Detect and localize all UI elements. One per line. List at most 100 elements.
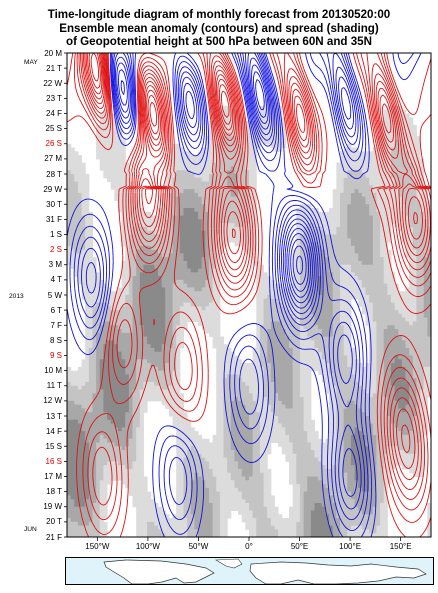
spread-shading-cell (223, 230, 228, 235)
spread-shading-cell (92, 298, 97, 304)
spread-shading-cell (143, 215, 148, 220)
spread-shading-cell (387, 272, 392, 277)
spread-shading-cell (70, 162, 75, 167)
spread-shading-cell (416, 143, 421, 149)
spread-shading-cell (194, 204, 199, 209)
spread-shading-cell (361, 245, 366, 251)
spread-shading-cell (252, 174, 257, 179)
spread-shading-cell (168, 242, 174, 247)
spread-shading-cell (187, 245, 192, 251)
spread-shading-cell (125, 302, 130, 307)
spread-shading-cell (416, 329, 421, 334)
spread-shading-cell (201, 310, 206, 315)
spread-shading-cell (249, 208, 254, 213)
spread-shading-cell (139, 253, 144, 258)
spread-shading-cell (74, 378, 79, 383)
spread-shading-cell (158, 223, 163, 228)
spread-shading-cell (383, 219, 388, 224)
spread-shading-cell (420, 245, 425, 251)
spread-shading-cell (230, 174, 235, 179)
spread-shading-cell (369, 234, 374, 239)
spread-shading-cell (329, 295, 334, 300)
spread-shading-cell (361, 204, 366, 209)
spread-shading-cell (205, 204, 210, 209)
spread-shading-cell (405, 317, 410, 322)
spread-shading-cell (299, 302, 305, 307)
spread-shading-cell (88, 226, 93, 232)
spread-shading-cell (325, 298, 330, 304)
spread-shading-cell (216, 226, 221, 232)
spread-shading-cell (212, 332, 217, 338)
spread-shading-cell (412, 124, 417, 130)
spread-shading-cell (387, 298, 392, 304)
spread-shading-cell (143, 381, 148, 387)
spread-shading-cell (347, 366, 352, 372)
spread-shading-cell (318, 351, 323, 356)
spread-shading-cell (70, 223, 75, 228)
spread-shading-cell (285, 355, 290, 360)
spread-shading-cell (208, 128, 214, 133)
spread-shading-cell (168, 306, 174, 311)
spread-shading-cell (194, 166, 199, 171)
spread-shading-cell (340, 366, 345, 372)
spread-shading-cell (183, 192, 188, 198)
spread-shading-cell (92, 283, 97, 288)
spread-shading-cell (205, 313, 210, 319)
spread-shading-cell (358, 272, 363, 277)
spread-shading-cell (347, 192, 352, 198)
spread-shading-cell (183, 162, 188, 167)
spread-shading-cell (376, 272, 381, 277)
spread-shading-cell (77, 245, 83, 251)
spread-shading-cell (292, 370, 297, 375)
spread-shading-cell (216, 132, 221, 137)
spread-shading-cell (310, 276, 316, 281)
spread-shading-cell (358, 283, 363, 288)
spread-shading-cell (361, 170, 366, 175)
spread-shading-cell (245, 177, 250, 183)
spread-shading-cell (292, 298, 297, 304)
spread-shading-cell (92, 291, 97, 296)
spread-shading-cell (289, 325, 294, 330)
spread-shading-cell (340, 283, 345, 288)
spread-shading-cell (172, 287, 177, 292)
spread-shading-cell (194, 208, 199, 213)
spread-shading-cell (96, 291, 101, 296)
spread-shading-cell (168, 302, 174, 307)
spread-shading-cell (205, 200, 210, 205)
spread-shading-cell (427, 302, 431, 307)
spread-shading-cell (267, 287, 272, 292)
spread-shading-cell (263, 291, 268, 296)
spread-shading-cell (249, 249, 254, 254)
spread-shading-cell (343, 215, 348, 220)
spread-shading-cell (165, 283, 170, 288)
spread-shading-cell (179, 317, 184, 322)
spread-shading-cell (303, 370, 308, 375)
spread-shading-cell (190, 238, 195, 243)
spread-shading-cell (252, 185, 257, 190)
spread-shading-cell (332, 287, 337, 292)
spread-shading-cell (321, 329, 326, 334)
spread-shading-cell (216, 336, 221, 341)
spread-shading-cell (420, 295, 425, 300)
spread-shading-cell (376, 366, 381, 372)
spread-shading-cell (110, 113, 115, 118)
spread-shading-cell (427, 287, 431, 292)
spread-shading-cell (423, 325, 428, 330)
spread-shading-cell (383, 295, 388, 300)
spread-shading-cell (212, 162, 217, 167)
spread-shading-cell (201, 257, 206, 262)
spread-shading-cell (420, 302, 425, 307)
spread-shading-cell (67, 260, 72, 266)
spread-shading-cell (340, 287, 345, 292)
spread-shading-cell (67, 374, 72, 379)
spread-shading-cell (343, 355, 348, 360)
spread-shading-cell (281, 117, 286, 122)
spread-shading-cell (172, 264, 177, 270)
spread-shading-cell (67, 208, 72, 213)
spread-shading-cell (147, 363, 152, 368)
spread-shading-cell (409, 234, 414, 239)
spread-shading-cell (416, 200, 421, 205)
spread-shading-cell (299, 226, 305, 232)
spread-shading-cell (128, 317, 134, 322)
spread-shading-cell (230, 132, 235, 137)
